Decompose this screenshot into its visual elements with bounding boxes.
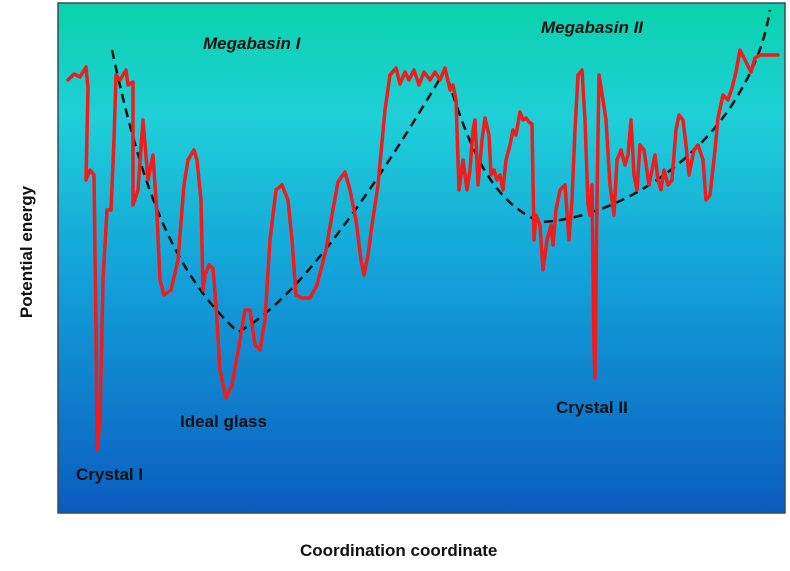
crystal-2-label: Crystal II	[556, 398, 628, 417]
crystal-1-label: Crystal I	[76, 465, 143, 484]
ideal-glass-label: Ideal glass	[180, 412, 267, 431]
megabasin-2-label: Megabasin II	[541, 18, 644, 37]
potential-energy-landscape-line	[66, 48, 780, 452]
y-axis-label: Potential energy	[17, 185, 36, 318]
x-axis-label: Coordination coordinate	[300, 541, 497, 560]
megabasin-1-label: Megabasin I	[203, 34, 302, 53]
megabasin-envelope-dashed-curve	[110, 9, 772, 334]
